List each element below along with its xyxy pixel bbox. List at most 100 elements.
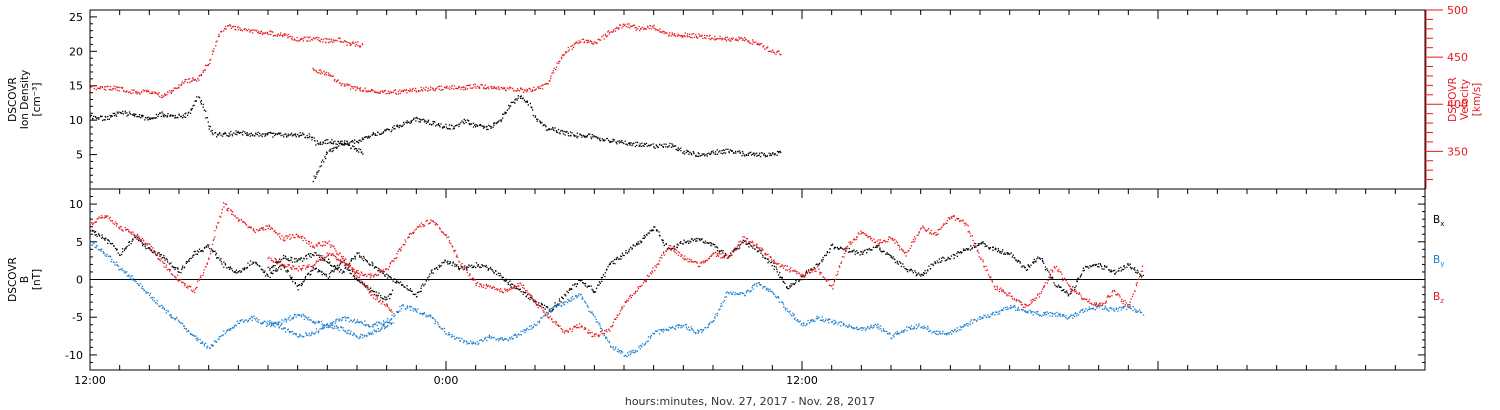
by-point xyxy=(285,321,287,323)
bx-point xyxy=(304,276,307,278)
velocity-point xyxy=(752,41,754,43)
bz-point xyxy=(390,310,392,312)
by-point xyxy=(829,318,831,321)
bz-point xyxy=(292,234,294,236)
bx-point xyxy=(631,248,633,250)
density-point xyxy=(537,118,539,121)
density-point xyxy=(475,123,477,126)
bx-point xyxy=(828,251,831,254)
bx-point xyxy=(846,248,848,250)
by-point xyxy=(261,322,263,325)
by-point xyxy=(516,335,518,337)
velocity-point xyxy=(168,90,171,92)
by-point xyxy=(1010,306,1013,309)
bx-point xyxy=(866,252,868,254)
density-point xyxy=(275,133,277,135)
bx-point xyxy=(819,262,821,264)
bx-point xyxy=(916,273,919,275)
velocity-point xyxy=(299,40,301,42)
bz-point xyxy=(302,236,304,238)
bx-point xyxy=(178,271,180,273)
bx-point xyxy=(360,256,363,258)
by-point xyxy=(908,326,910,329)
by-point xyxy=(662,331,664,333)
by-point xyxy=(680,327,682,329)
by-point xyxy=(550,307,552,310)
by-point xyxy=(1115,308,1117,310)
bx-point xyxy=(416,296,418,298)
density-point xyxy=(144,117,147,119)
bx-point xyxy=(235,269,238,271)
by-point xyxy=(338,320,340,322)
velocity-point xyxy=(474,83,476,85)
velocity-point xyxy=(154,92,157,94)
bz-point xyxy=(287,235,290,237)
bz-point xyxy=(198,279,200,281)
by-point xyxy=(939,332,941,334)
bz-point xyxy=(336,252,338,254)
by-point xyxy=(1076,313,1078,315)
bx-point xyxy=(668,247,671,250)
by-point xyxy=(538,320,541,322)
velocity-point xyxy=(339,41,341,43)
bx-point xyxy=(452,261,454,263)
bx-point xyxy=(314,252,316,254)
bz-point xyxy=(286,266,288,268)
by-point xyxy=(523,329,525,331)
by-point xyxy=(862,327,864,330)
by-point xyxy=(772,293,775,295)
density-point xyxy=(264,135,266,137)
by-point xyxy=(925,327,927,329)
bx-point xyxy=(177,267,179,269)
density-point xyxy=(172,115,175,117)
by-point xyxy=(1106,308,1108,310)
by-point xyxy=(334,327,336,329)
bz-point xyxy=(265,228,267,231)
bz-point xyxy=(290,237,292,239)
density-point xyxy=(576,137,578,139)
velocity-point xyxy=(732,37,734,39)
velocity-point xyxy=(342,41,345,43)
density-point xyxy=(763,152,765,155)
bx-point xyxy=(673,245,675,247)
by-point xyxy=(690,328,693,330)
by-point xyxy=(445,332,447,335)
velocity-point xyxy=(757,44,759,46)
bx-point xyxy=(213,250,215,252)
bx-point xyxy=(409,290,411,292)
by-point xyxy=(896,331,898,333)
bx-point xyxy=(350,259,352,261)
bx-point xyxy=(165,258,167,260)
bz-point xyxy=(283,264,285,266)
velocity-point xyxy=(307,40,309,42)
bz-point xyxy=(297,234,299,237)
by-point xyxy=(726,291,728,293)
velocity-point xyxy=(126,90,128,92)
velocity-point xyxy=(349,42,352,44)
bx-point xyxy=(836,246,838,249)
velocity-point xyxy=(185,78,187,80)
by-point xyxy=(889,332,891,334)
bx-point xyxy=(215,254,217,256)
by-point xyxy=(332,327,334,330)
density-point xyxy=(287,133,289,135)
by-point xyxy=(106,253,108,256)
bx-point xyxy=(198,251,200,253)
by-point xyxy=(353,320,355,322)
bx-point xyxy=(651,229,653,231)
bz-point xyxy=(301,267,304,269)
velocity-point xyxy=(610,31,612,33)
density-point xyxy=(714,151,717,153)
bx-point xyxy=(805,271,808,273)
by-point xyxy=(795,319,798,322)
density-point xyxy=(406,120,408,122)
bx-point xyxy=(1127,262,1129,265)
by-point xyxy=(1132,309,1134,312)
by-point xyxy=(311,332,313,335)
by-point xyxy=(1085,308,1087,310)
bz-point xyxy=(176,279,179,281)
velocity-point xyxy=(350,44,352,46)
density-point xyxy=(155,113,158,116)
bx-point xyxy=(697,237,699,240)
bz-point xyxy=(340,260,342,262)
